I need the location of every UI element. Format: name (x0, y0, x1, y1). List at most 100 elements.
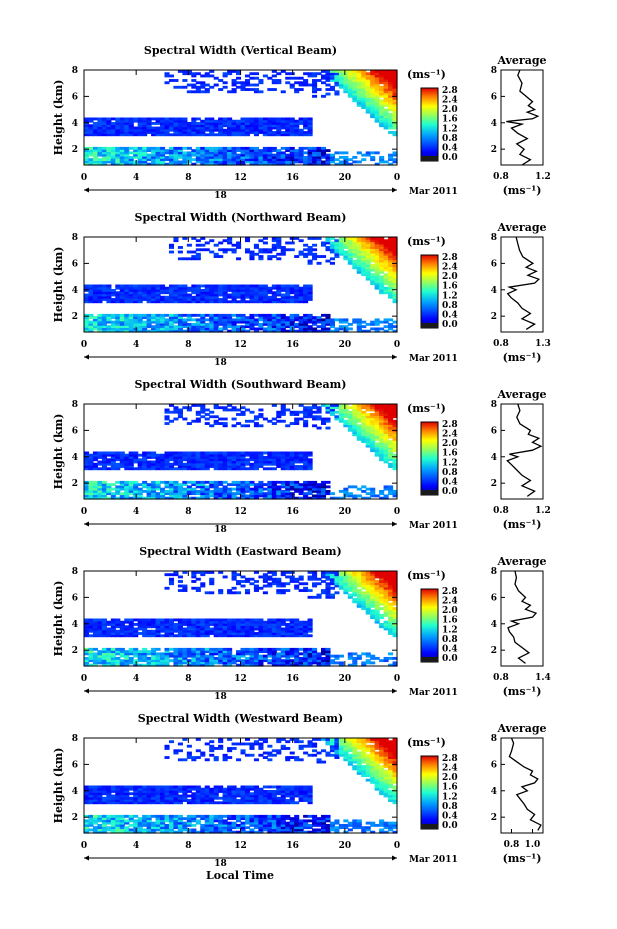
heatmap-cell (361, 79, 367, 82)
heatmap-cell (133, 650, 139, 654)
heatmap-cell (155, 155, 161, 159)
heatmap-cell (253, 298, 259, 301)
heatmap-cell (182, 126, 188, 130)
heatmap-cell (298, 575, 304, 579)
heatmap-cell (142, 146, 148, 150)
heatmap-cell (383, 422, 389, 425)
heatmap-cell (383, 255, 389, 258)
heatmap-cell (128, 487, 134, 491)
heatmap-cell (267, 255, 273, 258)
heatmap-cell (280, 158, 286, 162)
heatmap-cell (84, 647, 90, 651)
heatmap-cell (379, 117, 385, 121)
heatmap-cell (204, 485, 210, 489)
heatmap-cell (280, 573, 286, 577)
heatmap-cell (195, 239, 201, 243)
heatmap-cell (249, 83, 255, 87)
heatmap-cell (388, 248, 394, 252)
heatmap-cell (365, 654, 371, 658)
heatmap-cell (334, 591, 340, 595)
heatmap-cell (392, 444, 398, 448)
heatmap-cell (186, 620, 192, 624)
heatmap-cell (289, 654, 295, 658)
x-tick-label: 0 (394, 340, 400, 350)
heatmap-cell (240, 122, 246, 125)
heatmap-cell (388, 625, 394, 629)
heatmap-cell (253, 322, 259, 326)
heatmap-cell (213, 320, 219, 324)
heatmap-cell (195, 654, 201, 658)
heatmap-cell (303, 415, 309, 419)
heatmap-cell (392, 286, 398, 290)
heatmap-cell (200, 133, 206, 137)
heatmap-cell (294, 489, 300, 493)
heatmap-cell (240, 289, 246, 292)
heatmap-cell (352, 318, 358, 322)
heatmap-cell (374, 261, 380, 265)
heatmap-cell (303, 620, 309, 624)
heatmap-cell (155, 284, 161, 288)
heatmap-cell (88, 329, 94, 333)
heatmap-cell (347, 485, 353, 489)
heatmap-cell (253, 623, 259, 626)
colorbar-under (421, 490, 438, 495)
colorbar-under (421, 323, 438, 328)
heatmap-cell (236, 456, 242, 459)
heatmap-cell (97, 320, 103, 324)
heatmap-cell (182, 458, 188, 462)
heatmap-cell (303, 289, 309, 292)
heatmap-cell (213, 489, 219, 493)
heatmap-cell (276, 465, 282, 468)
heatmap-cell (343, 575, 349, 579)
heatmap-cell (280, 119, 286, 123)
heatmap-cell (383, 277, 389, 281)
heatmap-cell (361, 158, 367, 162)
heatmap-cell (361, 440, 367, 444)
heatmap-cell (285, 122, 291, 125)
heatmap-cell (343, 162, 349, 166)
x-tick-label: 12 (234, 507, 247, 517)
heatmap-cell (267, 298, 273, 301)
heatmap-cell (231, 571, 237, 574)
colorbar (420, 421, 439, 496)
heatmap-cell (276, 623, 282, 626)
heatmap-cell (227, 589, 233, 592)
heatmap-cell (164, 126, 170, 130)
heatmap-cell (388, 424, 394, 428)
heatmap-cell (168, 465, 175, 468)
time-axis-label: Local Time (206, 869, 274, 882)
heatmap-cell (164, 462, 170, 466)
heatmap-cell (294, 322, 300, 326)
heatmap-cell (294, 318, 300, 322)
heatmap-cell (285, 632, 291, 635)
heatmap-cell (383, 99, 389, 103)
heatmap-cell (160, 153, 166, 157)
heatmap-cell (365, 277, 371, 281)
heatmap-cell (388, 237, 394, 240)
heatmap-cell (213, 465, 219, 468)
heatmap-cell (343, 160, 349, 164)
heatmap-cell (133, 293, 139, 297)
heatmap-cell (280, 485, 286, 489)
average-x-tick-label: 1.2 (535, 506, 551, 516)
heatmap-cell (320, 422, 327, 425)
heatmap-cell (320, 327, 327, 331)
heatmap-cell (222, 81, 228, 85)
heatmap-cell (110, 465, 116, 468)
heatmap-cell (276, 458, 282, 462)
heatmap-cell (374, 593, 380, 597)
heatmap-cell (262, 580, 268, 583)
heatmap-cell (191, 329, 197, 333)
heatmap-cell (227, 634, 233, 638)
heatmap-cell (101, 318, 107, 322)
heatmap-cell (374, 437, 380, 441)
heatmap-cell (128, 295, 134, 299)
heatmap-cell (173, 571, 179, 574)
heatmap-cell (294, 128, 300, 132)
heatmap-cell (267, 250, 273, 254)
heatmap-cell (195, 126, 201, 130)
heatmap-cell (191, 162, 197, 166)
heatmap-cell (213, 453, 219, 457)
average-profile-line (506, 403, 543, 497)
heatmap-cell (244, 589, 251, 592)
